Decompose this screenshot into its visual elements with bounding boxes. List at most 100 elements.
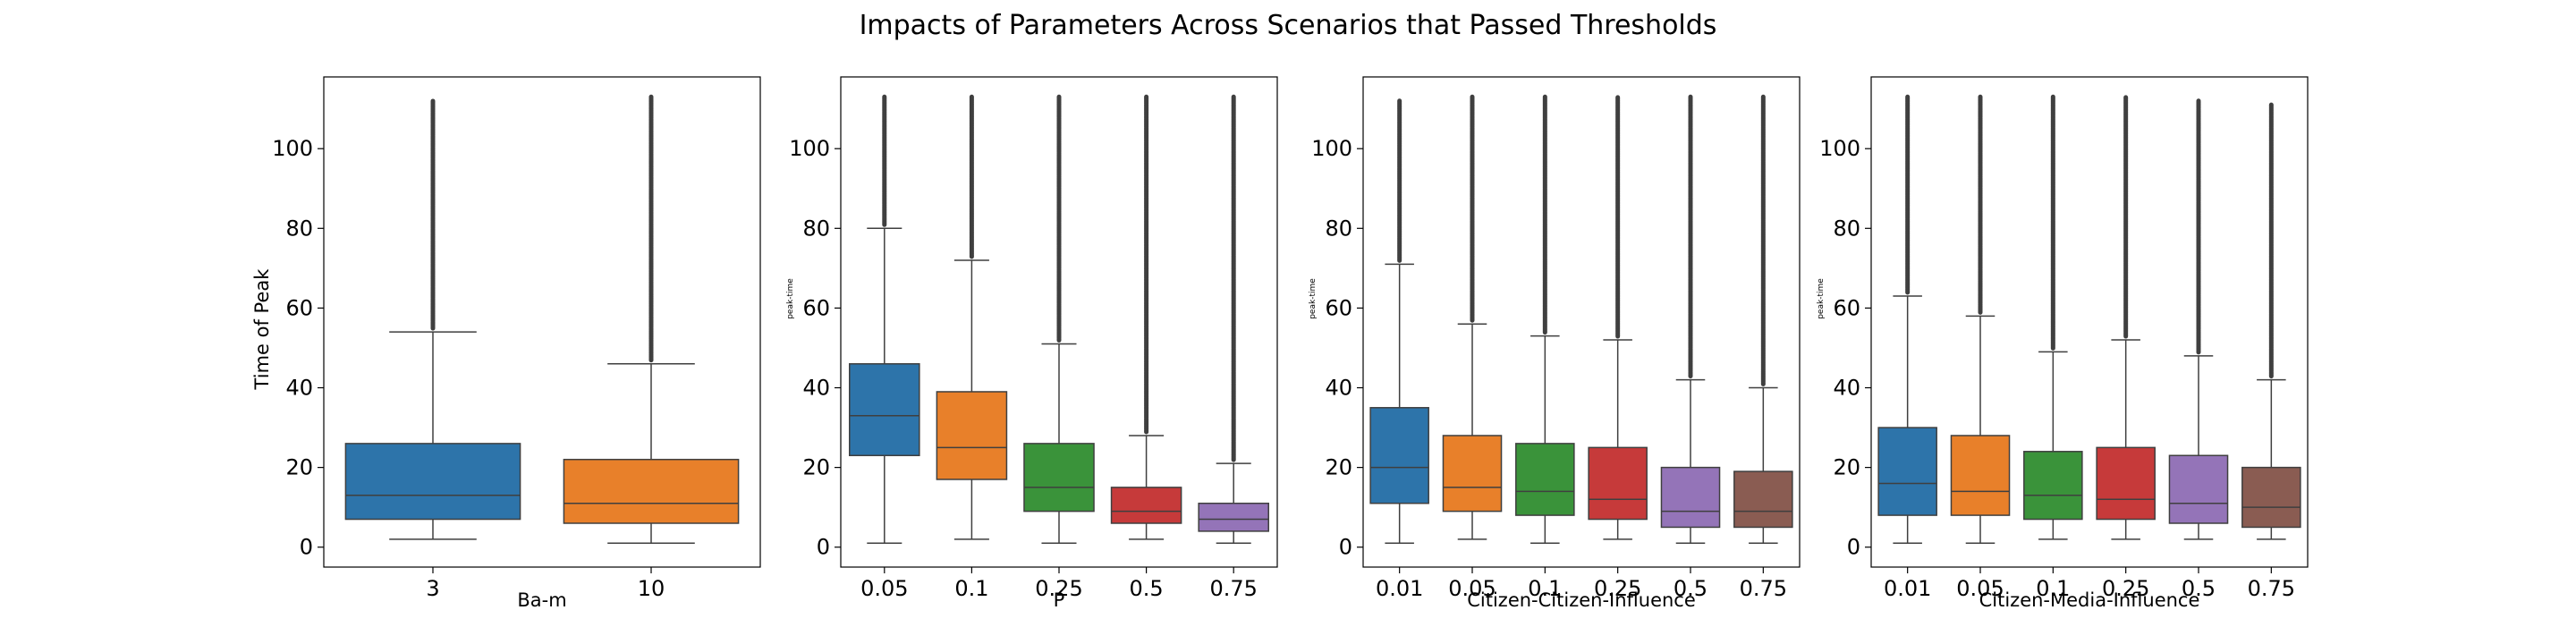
y-axis-label: peak-time <box>1817 278 1826 319</box>
y-tick-label: 100 <box>1311 136 1352 161</box>
y-tick-label: 0 <box>1847 535 1860 560</box>
box-0.75 <box>1198 94 1269 545</box>
box-body <box>1588 446 1648 521</box>
box-0.05 <box>849 94 920 545</box>
x-axis-label: Citizen-Media-Influence <box>1979 589 2200 611</box>
box-body <box>1198 502 1269 532</box>
box-body <box>1369 407 1429 504</box>
axes-frame <box>323 76 761 568</box>
box-body <box>2023 451 2083 521</box>
box-3 <box>344 98 521 540</box>
x-axis-label: P <box>1054 589 1065 611</box>
subplots: 0 20 40 60 80 100 3 10 Ba-m Time of Peak 0 20 40 60 80… <box>251 76 2309 611</box>
box-0.1 <box>2023 94 2083 540</box>
y-tick-label: 60 <box>1833 295 1860 320</box>
y-axis-label: Time of Peak <box>251 268 273 391</box>
y-tick-label: 80 <box>1833 216 1860 241</box>
y-axis-label: peak-time <box>786 278 795 319</box>
y-tick-label: 80 <box>802 216 830 241</box>
x-tick-label: 0.05 <box>1956 576 2004 601</box>
box-0.05 <box>1442 94 1503 540</box>
box-body <box>1877 427 1937 516</box>
box-body <box>2168 454 2229 524</box>
y-tick-label: 0 <box>1339 535 1352 560</box>
y-tick-label: 100 <box>789 136 830 161</box>
box-0.5 <box>1660 94 1721 545</box>
box-body <box>344 443 521 521</box>
y-tick-label: 40 <box>1325 376 1352 401</box>
y-tick-label: 20 <box>802 455 830 480</box>
axes-frame <box>1362 76 1801 568</box>
x-tick-label: 0.5 <box>1674 576 1707 601</box>
y-tick-label: 20 <box>285 455 313 480</box>
box-0.75 <box>1733 94 1793 545</box>
box-body <box>563 458 740 524</box>
subplot-1: 0 20 40 60 80 100 3 10 Ba-m Time of Peak <box>251 76 761 611</box>
box-0.25 <box>1588 94 1648 540</box>
y-tick-label: 0 <box>300 535 313 560</box>
box-body <box>936 391 1008 480</box>
y-tick-label: 60 <box>1325 295 1352 320</box>
x-tick-label: 0.1 <box>954 576 988 601</box>
y-axis-label: peak-time <box>1309 278 1318 319</box>
box-0.25 <box>1023 94 1095 545</box>
y-tick-label: 20 <box>1833 455 1860 480</box>
x-tick-label: 0.75 <box>1740 576 1787 601</box>
x-tick-label: 0.5 <box>1130 576 1164 601</box>
x-tick-label: 0.75 <box>2248 576 2295 601</box>
y-tick-label: 0 <box>817 535 830 560</box>
box-0.5 <box>2168 98 2229 540</box>
box-body <box>1515 443 1575 516</box>
y-tick-label: 40 <box>802 376 830 401</box>
y-tick-label: 100 <box>1819 136 1860 161</box>
x-axis-label: Citizen-Citizen-Influence <box>1467 589 1696 611</box>
box-0.05 <box>1950 94 2011 545</box>
x-tick-label: 0.1 <box>1528 576 1562 601</box>
box-body <box>2096 446 2156 521</box>
x-tick-label: 10 <box>638 576 665 601</box>
box-0.01 <box>1369 98 1429 545</box>
box-0.75 <box>2241 102 2301 540</box>
x-axis-label: Ba-m <box>517 589 566 611</box>
figure-title: Impacts of Parameters Across Scenarios t… <box>860 10 1717 41</box>
box-body <box>1660 466 1721 529</box>
box-0.1 <box>1515 94 1575 545</box>
x-tick-label: 0.25 <box>1035 576 1082 601</box>
y-tick-label: 40 <box>1833 376 1860 401</box>
box-0.5 <box>1110 94 1182 540</box>
x-tick-label: 0.1 <box>2036 576 2070 601</box>
y-tick-label: 40 <box>285 376 313 401</box>
box-0.25 <box>2096 94 2156 540</box>
x-tick-label: 0.25 <box>1594 576 1641 601</box>
x-tick-label: 0.75 <box>1209 576 1257 601</box>
box-body <box>849 363 920 457</box>
y-tick-label: 60 <box>802 295 830 320</box>
y-tick-label: 60 <box>285 295 313 320</box>
y-tick-label: 80 <box>1325 216 1352 241</box>
y-tick-label: 20 <box>1325 455 1352 480</box>
box-body <box>1023 443 1095 513</box>
box-0.01 <box>1877 94 1937 545</box>
x-tick-label: 0.05 <box>860 576 908 601</box>
box-10 <box>563 94 740 545</box>
box-body <box>1950 435 2011 516</box>
x-tick-label: 3 <box>426 576 439 601</box>
box-body <box>1442 435 1503 513</box>
x-tick-label: 0.01 <box>1884 576 1931 601</box>
subplot-3: 0 20 40 60 80 100 0.01 0.05 0.1 0.25 0.5 0.75 Citize… <box>1309 76 1801 611</box>
subplot-4: 0 20 40 60 80 100 0.01 0.05 0.1 0.25 0.5 0.75 Citize… <box>1817 76 2309 611</box>
axes-frame <box>1870 76 2309 568</box>
y-tick-label: 100 <box>272 136 313 161</box>
box-body <box>1110 487 1182 524</box>
box-body <box>2241 466 2301 529</box>
box-0.1 <box>936 94 1008 540</box>
y-tick-label: 80 <box>285 216 313 241</box>
box-body <box>1733 470 1793 529</box>
x-tick-label: 0.05 <box>1448 576 1496 601</box>
x-tick-label: 0.5 <box>2182 576 2216 601</box>
x-tick-label: 0.25 <box>2102 576 2149 601</box>
x-tick-label: 0.01 <box>1376 576 1423 601</box>
